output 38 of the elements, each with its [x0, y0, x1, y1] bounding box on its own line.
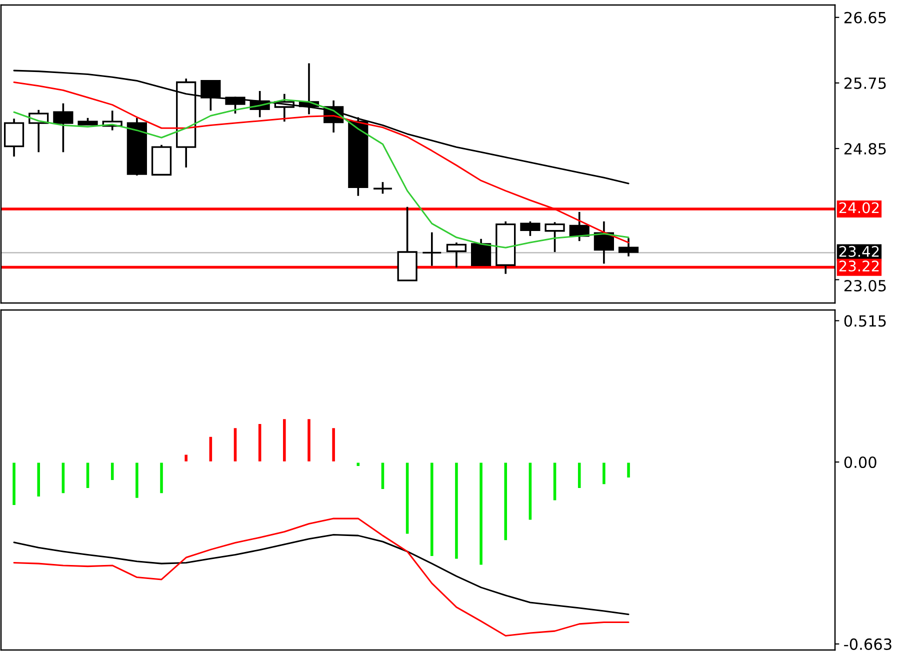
y-tick-label: 23.05 [844, 280, 886, 292]
ref-line-label: 23.42 [839, 246, 879, 257]
bar [601, 461, 607, 486]
bar [232, 426, 238, 463]
bar [502, 461, 508, 542]
bar [527, 461, 533, 522]
y-tick-label: 25.75 [844, 77, 886, 89]
bar [257, 422, 263, 463]
bar [134, 461, 140, 500]
y-tick-label: -0.663 [844, 638, 892, 650]
bar [355, 461, 361, 468]
line-series [13, 534, 630, 616]
bar [429, 461, 435, 558]
bar [576, 461, 582, 490]
bar [282, 418, 288, 463]
line-series [13, 518, 630, 636]
bar [306, 418, 312, 463]
bar [183, 453, 189, 463]
bar [158, 461, 164, 495]
ref-line-label: 23.22 [839, 260, 879, 272]
y-tick-label: 24.85 [844, 143, 886, 155]
bar [380, 461, 386, 490]
bar [626, 461, 632, 479]
bar [60, 461, 66, 495]
bar [110, 461, 116, 482]
bar [11, 461, 17, 506]
bar [208, 436, 214, 463]
ref-line-label: 24.02 [839, 202, 879, 214]
bar [404, 461, 410, 536]
y-tick-label: 26.65 [844, 12, 886, 24]
bar [552, 461, 558, 502]
y-tick-label: 0.515 [844, 315, 886, 327]
bar [454, 461, 460, 560]
y-tick-label: 0.00 [844, 456, 876, 468]
bar [330, 426, 336, 463]
bar [36, 461, 42, 498]
bar [84, 461, 91, 490]
bar [478, 461, 484, 566]
